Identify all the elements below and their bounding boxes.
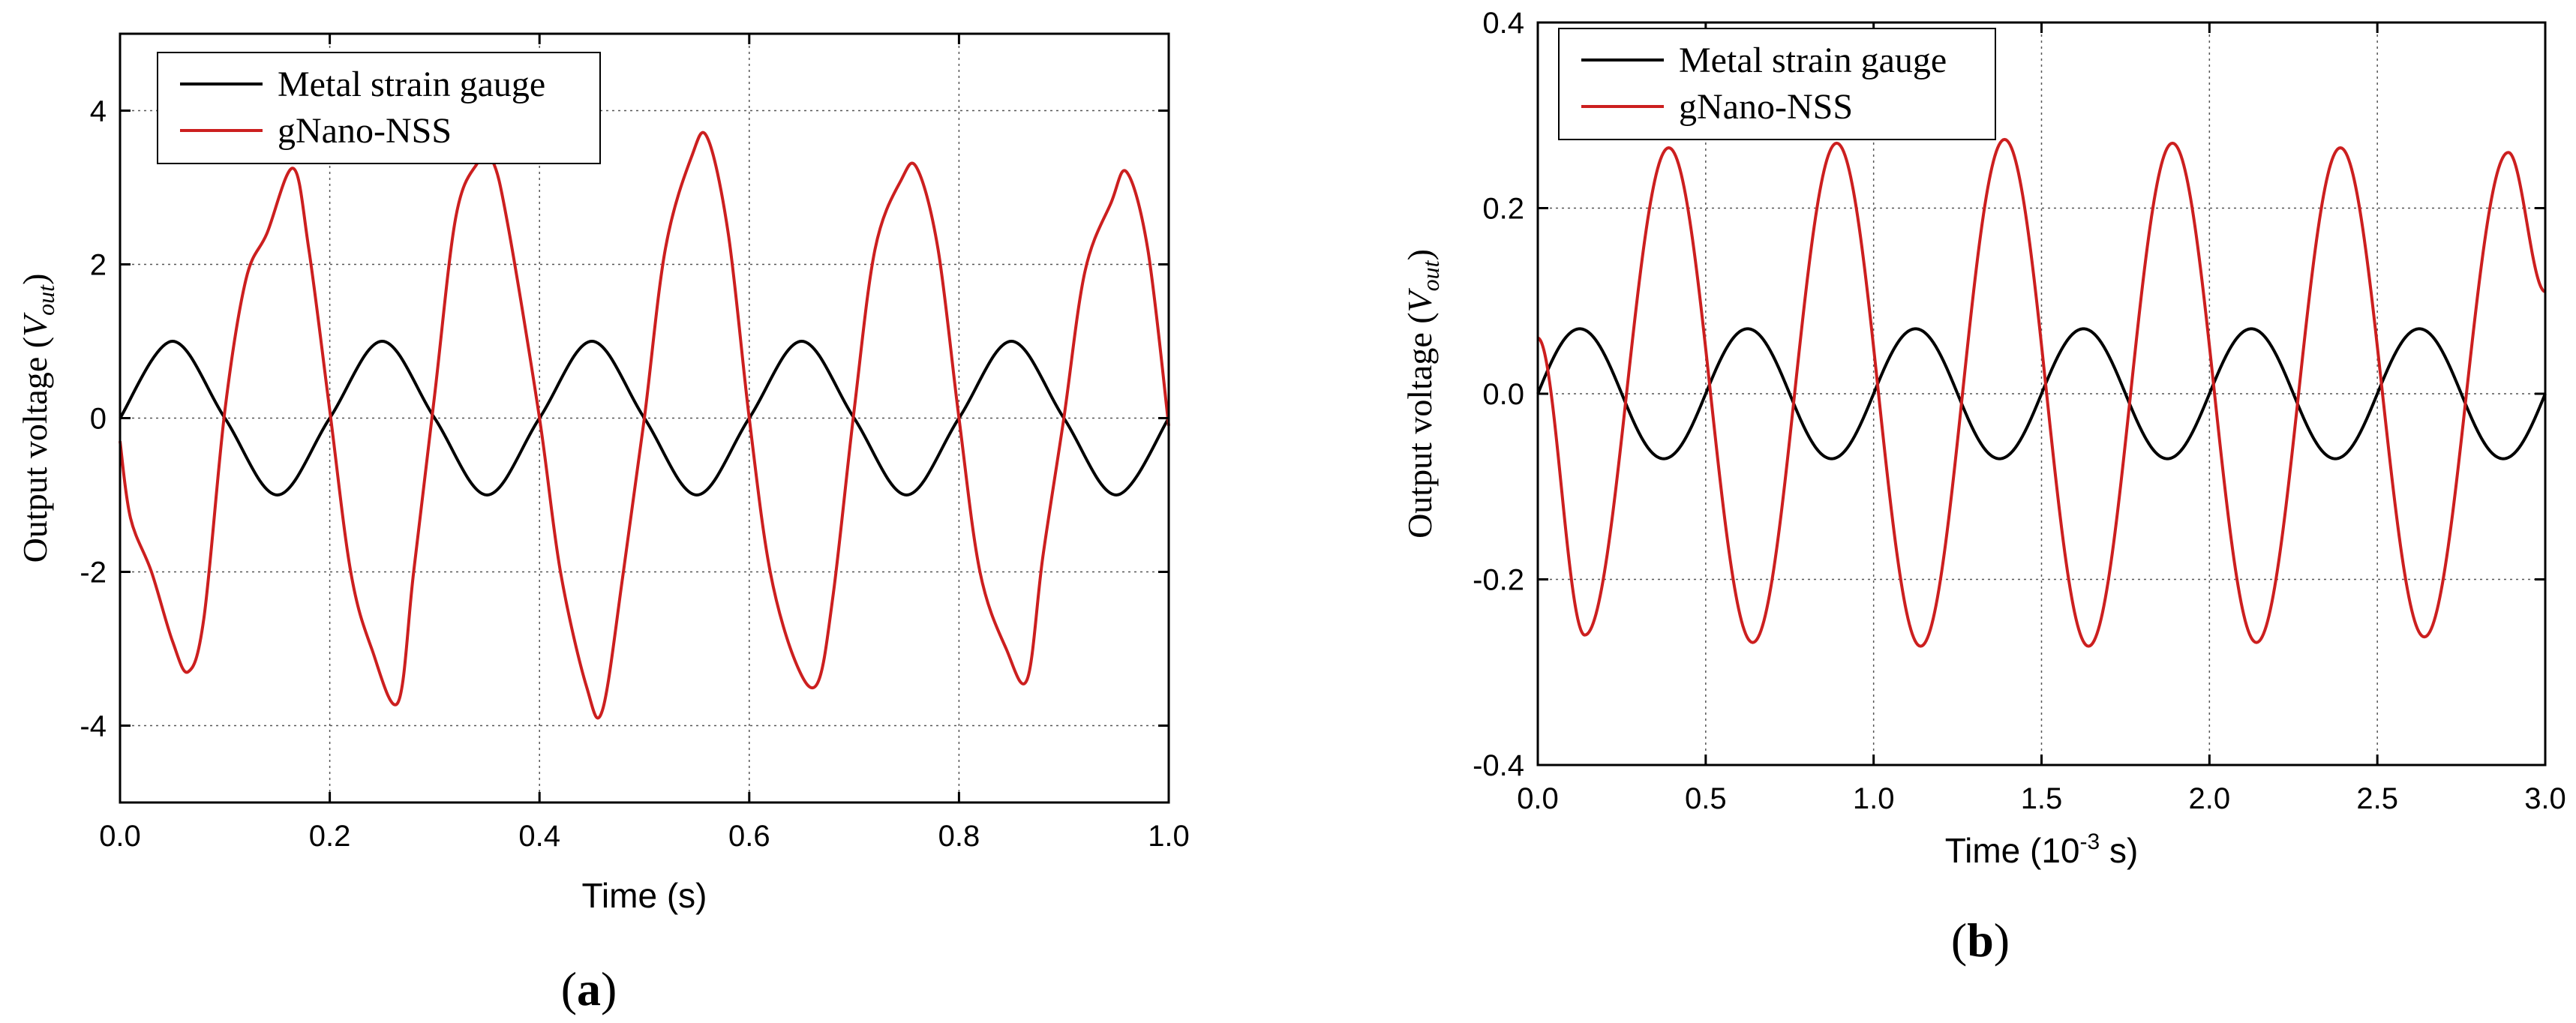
y-tick-label: -0.4 [1473,749,1524,782]
x-axis-label-exponent: -3 [2079,830,2100,854]
y-tick-label: 2 [90,249,107,282]
x-tick-label: 0.6 [728,820,770,853]
legend-label-gnano-nss: gNano-NSS [278,111,452,151]
legend-box [157,52,601,164]
panel-label-b: (b) [1951,914,2010,967]
x-tick-label: 3.0 [2524,782,2566,815]
x-tick-label: 0.5 [1685,782,1727,815]
legend-label-metal-strain-gauge: Metal strain gauge [1679,40,1947,80]
x-tick-label: 2.0 [2189,782,2231,815]
legend: Metal strain gauge gNano-NSS [157,52,601,164]
x-tick-label: 1.5 [2021,782,2063,815]
x-tick-label: 0.2 [309,820,351,853]
series-layer [1536,137,2547,648]
y-tick-label: -4 [80,710,107,743]
x-axis-label: Time (s) [582,876,707,915]
x-tick-label: 0.4 [518,820,560,853]
ticks: 0.0 0.5 1.0 1.5 2.0 2.5 3.0 -0.4 -0.2 0.0 0.2 0.4 [1473,7,2566,815]
series-line-metal-strain-gauge [1536,327,2547,460]
y-tick-label: 0.4 [1482,7,1524,40]
ticks: 0.0 0.2 0.4 0.6 0.8 1.0 -4 -2 0 2 4 [80,34,1190,853]
y-axis-label-prefix: Output voltage ( [1401,312,1439,538]
x-tick-label: 0.8 [938,820,980,853]
series-line-gnano-nss [1537,137,2546,648]
gridlines [1538,22,2545,765]
y-tick-label: -0.2 [1473,564,1524,597]
x-axis-label: Time (10-3 s) [1945,830,2139,870]
x-tick-label: 2.5 [2356,782,2398,815]
panel-label-b-letter: b [1967,914,1994,967]
legend-label-gnano-nss: gNano-NSS [1679,87,1853,127]
y-tick-label: 0 [90,403,107,436]
y-tick-label: 0.0 [1482,378,1524,411]
y-tick-label: 0.2 [1482,193,1524,226]
y-axis-label: Output voltage (Vout) [16,274,59,563]
y-axis-label: Output voltage (Vout) [1401,249,1444,538]
y-axis-label-subscript: out [1417,260,1444,291]
panel-label-a: (a) [561,962,617,1016]
legend: Metal strain gauge gNano-NSS [1558,28,1996,140]
y-axis-label-suffix: ) [1401,249,1439,260]
series-line-gnano-nss [119,130,1170,720]
y-axis-label-subscript: out [32,284,59,316]
chart-panel-a: 0.0 0.2 0.4 0.6 0.8 1.0 -4 -2 0 2 4 Time (s) Outpu… [16,32,1190,1016]
x-axis-label-prefix: Time (10 [1945,831,2080,870]
y-axis-label-prefix: Output voltage ( [16,337,54,563]
series-layer [119,130,1170,720]
panel-label-a-letter: a [577,962,601,1016]
x-tick-label: 1.0 [1148,820,1190,853]
x-tick-label: 0.0 [1517,782,1559,815]
legend-label-metal-strain-gauge: Metal strain gauge [278,64,545,104]
x-tick-label: 1.0 [1853,782,1895,815]
x-tick-label: 0.0 [99,820,141,853]
y-axis-label-symbol: V [1401,287,1439,312]
legend-box [1558,28,1996,140]
y-axis-label-suffix: ) [16,274,54,285]
y-tick-label: 4 [90,95,107,128]
x-axis-label-suffix: s) [2100,831,2138,870]
y-tick-label: -2 [80,556,107,590]
y-axis-label-symbol: V [16,312,54,337]
chart-panel-b: 0.0 0.5 1.0 1.5 2.0 2.5 3.0 -0.4 -0.2 0.0 0.2 0.4 T… [1401,7,2566,967]
